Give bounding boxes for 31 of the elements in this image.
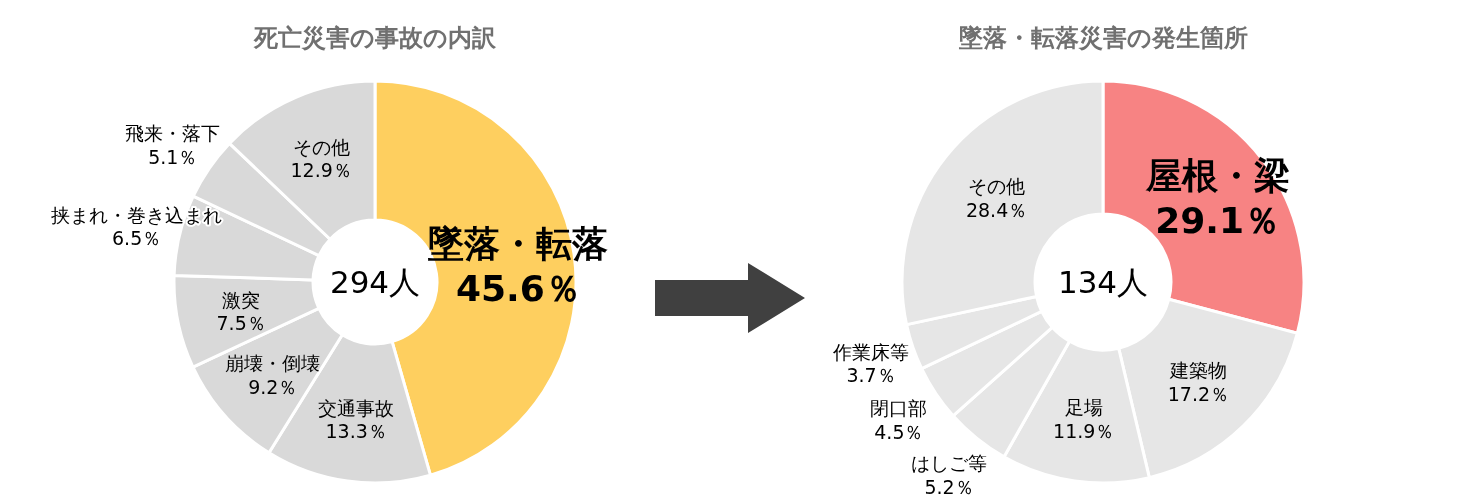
data-label: 17.2％ [1167, 382, 1230, 405]
data-label: 28.4％ [965, 199, 1028, 222]
data-label: 11.9％ [1053, 420, 1115, 443]
slice-label: 墜落・転落 [427, 223, 609, 265]
data-label: 5.2％ [924, 475, 974, 498]
slice-label: はしご等 [911, 452, 988, 475]
data-label: 12.9％ [290, 159, 352, 182]
slice-label: 屋根・梁 [1144, 155, 1290, 197]
data-label: 4.5％ [874, 420, 924, 443]
text: 294人 [329, 264, 421, 300]
slice-label: 作業床等 [832, 340, 909, 363]
data-label: 7.5％ [216, 312, 266, 335]
slice-label: 閉口部 [870, 397, 928, 420]
text: 134人 [1057, 264, 1149, 300]
slice-label: その他 [292, 135, 350, 158]
slice-label: 崩壊・倒壊 [225, 351, 321, 374]
chart-title: 死亡災害の事故の内訳 [253, 24, 497, 52]
data-label: 5.1％ [148, 146, 198, 169]
slice-label: 建築物 [1168, 359, 1227, 381]
data-label: 9.2％ [248, 375, 298, 398]
data-label: 3.7％ [846, 364, 896, 387]
data-label: 29.1％ [1155, 200, 1281, 242]
slice-label: 交通事故 [318, 396, 395, 419]
slice-label: 激突 [222, 288, 261, 311]
data-label: 6.5％ [112, 227, 162, 250]
slice-label: その他 [968, 175, 1026, 198]
slice-label: 足場 [1064, 396, 1103, 419]
slice-label: 挟まれ・巻き込まれ [51, 203, 223, 226]
slice-label: 飛来・落下 [125, 122, 221, 145]
data-label: 13.3％ [325, 420, 387, 443]
chart-title: 墜落・転落災害の発生箇所 [957, 24, 1248, 52]
